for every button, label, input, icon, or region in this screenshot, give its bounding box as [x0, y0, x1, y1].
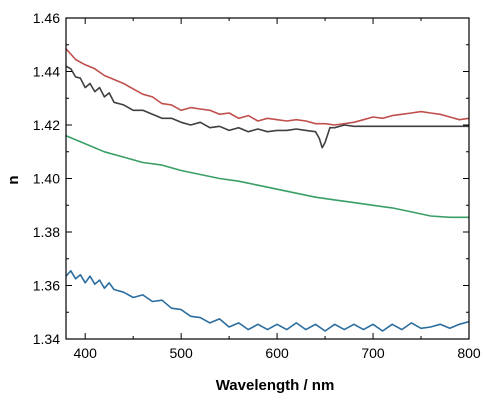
plot-frame [65, 17, 470, 340]
y-tick-label: 1.38 [33, 224, 60, 240]
y-tick-label: 1.34 [33, 331, 60, 347]
x-tick-label: 800 [457, 345, 481, 361]
y-tick-label: 1.36 [33, 278, 60, 294]
series-line-2 [65, 65, 469, 149]
plot-area [65, 48, 470, 332]
series-line-3 [65, 134, 469, 219]
y-tick-label: 1.44 [33, 64, 60, 80]
axis-ticks: 400 500 600 700 800 1.34 1.36 1.38 1.40 1.42 1.44 1… [33, 10, 481, 361]
y-tick-label: 1.40 [33, 171, 60, 187]
series-line-4 [65, 269, 470, 332]
x-axis-title: Wavelength / nm [216, 377, 335, 394]
x-tick-label: 400 [74, 345, 98, 361]
x-tick-label: 500 [169, 345, 193, 361]
y-tick-label: 1.42 [33, 117, 60, 133]
x-tick-label: 700 [361, 345, 385, 361]
x-tick-label: 600 [265, 345, 289, 361]
y-axis-title: n [5, 175, 22, 184]
series-line-1 [65, 48, 470, 126]
y-tick-label: 1.46 [33, 10, 60, 26]
